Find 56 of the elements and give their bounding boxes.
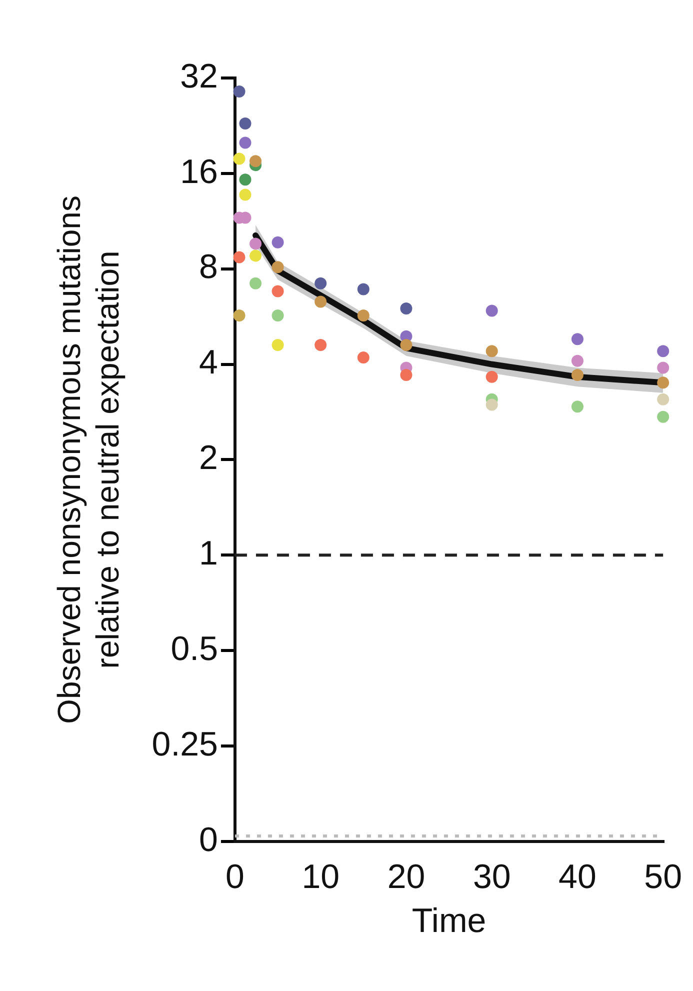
point	[357, 352, 370, 364]
point	[272, 285, 284, 298]
point	[400, 369, 412, 382]
point	[657, 345, 670, 358]
x-tick-label: 30	[472, 858, 511, 896]
point	[250, 238, 262, 250]
x-tick-label: 0	[226, 858, 244, 896]
point	[239, 117, 252, 130]
point	[657, 362, 670, 374]
y-tick-label: 0.5	[170, 630, 218, 668]
point	[239, 188, 252, 201]
x-tick-label: 40	[558, 858, 596, 896]
point	[486, 304, 498, 317]
x-tick-label: 50	[644, 858, 682, 896]
point	[571, 400, 584, 413]
point	[571, 333, 584, 346]
point	[272, 236, 284, 248]
x-tick-label: 10	[302, 858, 340, 896]
point	[314, 296, 327, 308]
y-tick-label: 32	[180, 57, 218, 96]
point	[233, 86, 246, 98]
point	[571, 369, 584, 382]
y-tick-label: 0.25	[152, 725, 218, 764]
y-axis-title: Observed nonsynonymous mutations relative to neutral expectation	[51, 196, 126, 724]
point	[272, 339, 284, 352]
y-tick-label: 8	[199, 248, 218, 286]
point	[250, 277, 262, 290]
point	[272, 261, 284, 274]
point	[657, 410, 670, 423]
point	[239, 174, 252, 186]
point	[250, 155, 262, 168]
y-tick-label: 2	[199, 439, 218, 478]
y-tick-label: 1	[199, 534, 218, 572]
x-axis-title: Time	[412, 902, 486, 940]
point	[314, 277, 327, 290]
y-tick-label: 0	[199, 820, 218, 859]
point	[571, 354, 584, 367]
point	[233, 152, 246, 165]
point	[357, 283, 370, 296]
point	[486, 370, 498, 383]
point	[400, 302, 412, 314]
x-tick-label: 20	[387, 858, 426, 896]
point	[357, 310, 370, 322]
point	[400, 339, 412, 352]
point	[272, 310, 284, 322]
point	[657, 376, 670, 389]
point	[486, 398, 498, 411]
point	[233, 310, 246, 322]
y-tick-label: 16	[180, 152, 218, 191]
point	[657, 393, 670, 406]
y-tick-label: 4	[199, 344, 218, 382]
point	[233, 251, 246, 264]
point	[314, 339, 327, 352]
point	[250, 250, 262, 262]
point	[486, 345, 498, 358]
point	[239, 136, 252, 149]
